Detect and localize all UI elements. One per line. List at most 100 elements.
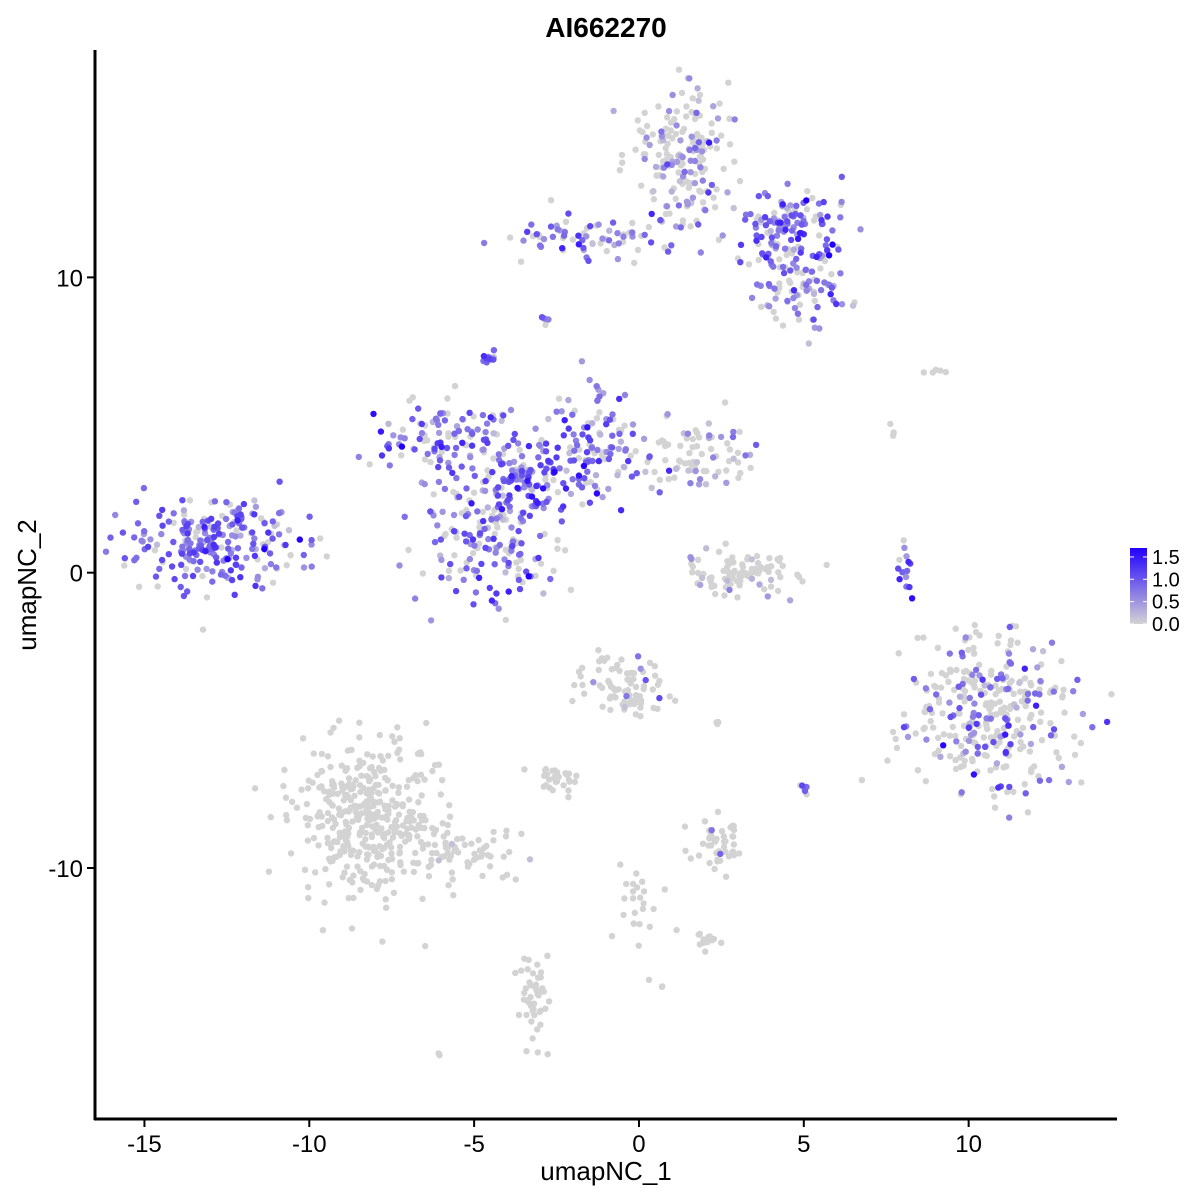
cell-point (283, 817, 291, 824)
cell-point (799, 782, 806, 789)
cell-point (318, 767, 325, 775)
cell-point (445, 567, 453, 574)
cell-point (508, 524, 515, 531)
cell-point (673, 926, 680, 934)
cell-point (489, 468, 496, 476)
cell-point (956, 704, 963, 712)
cell-point (171, 575, 178, 583)
cell-point (473, 567, 480, 574)
cell-point (252, 582, 259, 590)
cell-point (983, 700, 990, 707)
cell-point (1050, 688, 1058, 695)
cell-point (673, 108, 681, 115)
cell-point (536, 441, 543, 449)
cell-point (415, 799, 422, 806)
cell-point (734, 449, 742, 456)
cell-point (679, 217, 687, 224)
cell-point (730, 569, 737, 577)
cell-point (391, 819, 399, 826)
cell-point (630, 675, 637, 683)
cell-point (730, 204, 737, 212)
cell-point (730, 841, 737, 848)
cell-point (535, 454, 542, 461)
cell-point (364, 815, 371, 822)
cell-point (411, 446, 418, 453)
cell-point (722, 873, 730, 880)
cell-point (828, 271, 835, 278)
cell-point (357, 886, 364, 894)
cell-point (650, 704, 657, 712)
cell-point (249, 545, 256, 553)
cell-point (215, 530, 223, 537)
cell-point (415, 821, 422, 829)
cell-point (673, 158, 681, 165)
cell-point (701, 818, 709, 825)
cell-point (787, 236, 795, 244)
cell-point (686, 179, 693, 187)
cell-point (356, 831, 363, 839)
cell-point (251, 552, 259, 560)
cell-point (532, 981, 540, 988)
cell-point (466, 531, 473, 539)
cell-point (415, 859, 422, 867)
cell-point (664, 248, 672, 255)
cell-point (121, 562, 128, 569)
cell-point (396, 850, 403, 857)
cell-point (477, 847, 485, 855)
cell-point (485, 535, 492, 543)
cell-point (571, 778, 578, 785)
cell-point (903, 553, 910, 560)
cell-point (718, 939, 725, 946)
cell-point (558, 518, 565, 525)
cell-point (1026, 748, 1034, 755)
cell-point (414, 833, 421, 840)
cell-point (526, 856, 534, 863)
cell-point (369, 753, 376, 760)
cell-point (681, 460, 689, 467)
cell-point (451, 382, 459, 390)
cell-point (1058, 763, 1066, 770)
cell-point (343, 765, 351, 772)
cell-point (713, 835, 720, 843)
cell-point (388, 869, 395, 876)
cell-point (609, 432, 616, 439)
cell-point (772, 243, 780, 250)
cell-point (310, 750, 317, 757)
cell-point (237, 532, 244, 539)
cell-point (1037, 709, 1045, 716)
cell-point (121, 555, 128, 562)
cell-point (1030, 723, 1037, 731)
cell-point (771, 285, 778, 292)
cell-point (537, 969, 545, 976)
cell-point (720, 165, 727, 172)
cell-point (567, 586, 575, 593)
cell-point (184, 537, 191, 544)
cell-point (946, 650, 953, 657)
cell-point (480, 352, 488, 360)
cell-point (629, 895, 637, 902)
cell-point (235, 505, 243, 512)
cell-point (419, 570, 427, 577)
cell-point (452, 587, 460, 595)
cell-point (823, 561, 830, 569)
cell-point (337, 832, 345, 840)
cell-point (1058, 657, 1065, 665)
cell-point (808, 268, 816, 275)
cell-point (940, 742, 947, 749)
cell-point (708, 827, 715, 834)
cell-point (887, 420, 894, 428)
cell-point (417, 838, 425, 846)
cell-point (395, 784, 403, 791)
cell-point (505, 442, 512, 449)
cell-point (326, 855, 333, 862)
cell-point (818, 216, 825, 224)
cell-point (755, 192, 762, 200)
cell-point (666, 210, 673, 217)
cell-point (837, 270, 844, 277)
x-tick-label: -15 (127, 1131, 162, 1158)
cell-point (598, 655, 606, 662)
cell-point (330, 781, 337, 788)
cell-point (607, 450, 614, 458)
cell-point (726, 141, 734, 148)
cell-point (774, 587, 782, 595)
